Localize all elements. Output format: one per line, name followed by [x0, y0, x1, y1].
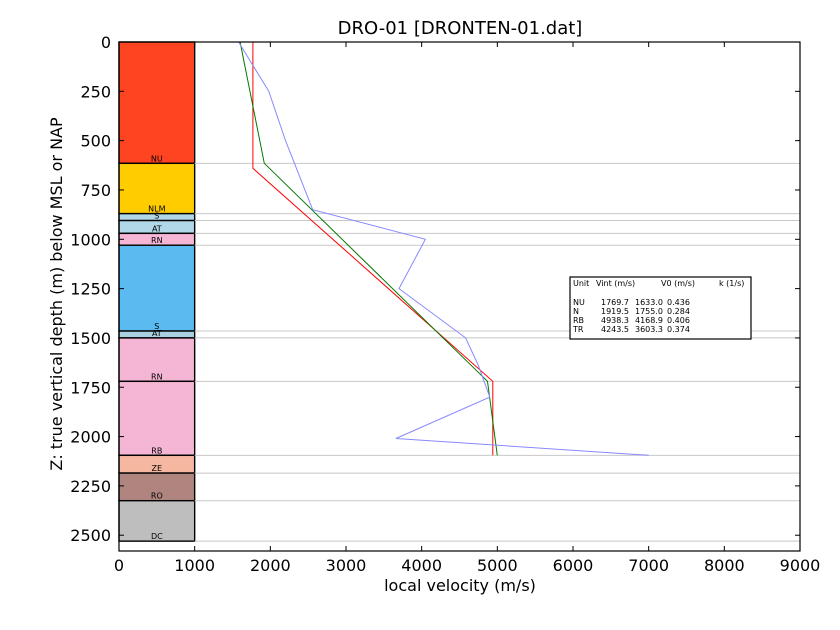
x-tick-label-5: 5000: [477, 556, 518, 575]
legend-cell-1-2: 1755.0: [635, 307, 663, 316]
legend-cell-1-0: N: [573, 307, 579, 316]
legend-box: [569, 276, 752, 340]
x-axis: 0 1000 2000 3000 4000 5000 6000 7000 8000 9000: [114, 42, 820, 575]
series-line-1: [239, 41, 498, 456]
unit-label-3: AT: [152, 224, 162, 233]
unit-block-5: [118, 244, 196, 332]
y-axis: 0 250 500 750 1000 1250 1500 1750 2000 2250 2500: [70, 33, 800, 545]
series-line-2: [238, 41, 649, 456]
y-tick-label-2: 500: [80, 132, 111, 151]
unit-block-0: [118, 41, 196, 165]
y-tick-label-6: 1500: [70, 329, 111, 348]
unit-label-7: RN: [151, 372, 163, 381]
y-tick-label-5: 1250: [70, 280, 111, 299]
y-tick-label-3: 750: [80, 181, 111, 200]
x-tick-label-1: 1000: [174, 556, 215, 575]
unit-label-8: RB: [151, 446, 162, 455]
legend-header-0: Unit: [573, 279, 589, 288]
unit-label-5: S: [154, 322, 159, 331]
plot-frame: [118, 41, 801, 552]
unit-block-7: [118, 337, 196, 383]
y-tick-label-10: 2500: [70, 526, 111, 545]
legend-cell-3-3: 0.374: [667, 325, 690, 334]
legend: Unit Vint (m/s) V0 (m/s) k (1/s) NU 1769.7 163…: [569, 276, 752, 340]
x-tick-label-6: 6000: [553, 556, 594, 575]
unit-block-8: [118, 380, 196, 457]
x-tick-label-0: 0: [114, 556, 124, 575]
unit-label-1: NLM: [148, 205, 165, 214]
unit-label-2: S: [154, 212, 159, 221]
y-tick-label-9: 2250: [70, 477, 111, 496]
chart-title: DRO-01 [DRONTEN-01.dat]: [338, 18, 583, 39]
unit-block-1: [118, 162, 196, 215]
series-line-0: [252, 42, 494, 456]
unit-label-9: ZE: [152, 464, 163, 473]
unit-label-0: NU: [151, 154, 163, 163]
legend-cell-2-2: 4168.9: [635, 316, 663, 325]
x-tick-label-3: 3000: [326, 556, 367, 575]
y-tick-label-0: 0: [101, 33, 111, 52]
legend-cell-0-0: NU: [573, 298, 585, 307]
legend-header-3: k (1/s): [719, 279, 744, 288]
y-tick-label-7: 1750: [70, 378, 111, 397]
y-tick-label-4: 1000: [70, 230, 111, 249]
unit-boundaries: [194, 162, 800, 542]
unit-label-4: RN: [151, 236, 163, 245]
x-tick-label-8: 8000: [704, 556, 745, 575]
x-tick-label-9: 9000: [780, 556, 821, 575]
legend-cell-2-3: 0.406: [667, 316, 690, 325]
legend-cell-1-1: 1919.5: [601, 307, 629, 316]
legend-cell-1-3: 0.284: [667, 307, 690, 316]
x-axis-label: local velocity (m/s): [384, 576, 536, 595]
legend-cell-3-0: TR: [572, 325, 584, 334]
legend-cell-0-2: 1633.0: [635, 298, 663, 307]
unit-label-11: DC: [151, 532, 163, 541]
x-tick-label-4: 4000: [401, 556, 442, 575]
legend-header-2: V0 (m/s): [661, 279, 695, 288]
velocity-curves: [238, 41, 649, 456]
x-tick-label-2: 2000: [250, 556, 291, 575]
legend-cell-0-3: 0.436: [667, 298, 690, 307]
y-axis-label: Z: true vertical depth (m) below MSL or …: [47, 117, 66, 471]
legend-cell-0-1: 1769.7: [601, 298, 629, 307]
legend-cell-2-1: 4938.3: [601, 316, 629, 325]
y-tick-label-8: 2000: [70, 428, 111, 447]
legend-cell-3-2: 3603.3: [635, 325, 663, 334]
legend-cell-2-0: RB: [573, 316, 584, 325]
x-tick-label-7: 7000: [628, 556, 669, 575]
legend-cell-3-1: 4243.5: [601, 325, 629, 334]
unit-label-6: AT: [152, 329, 162, 338]
unit-label-10: RO: [151, 492, 163, 501]
y-tick-label-1: 250: [80, 82, 111, 101]
legend-header-1: Vint (m/s): [596, 279, 635, 288]
unit-block-11: [118, 499, 196, 542]
